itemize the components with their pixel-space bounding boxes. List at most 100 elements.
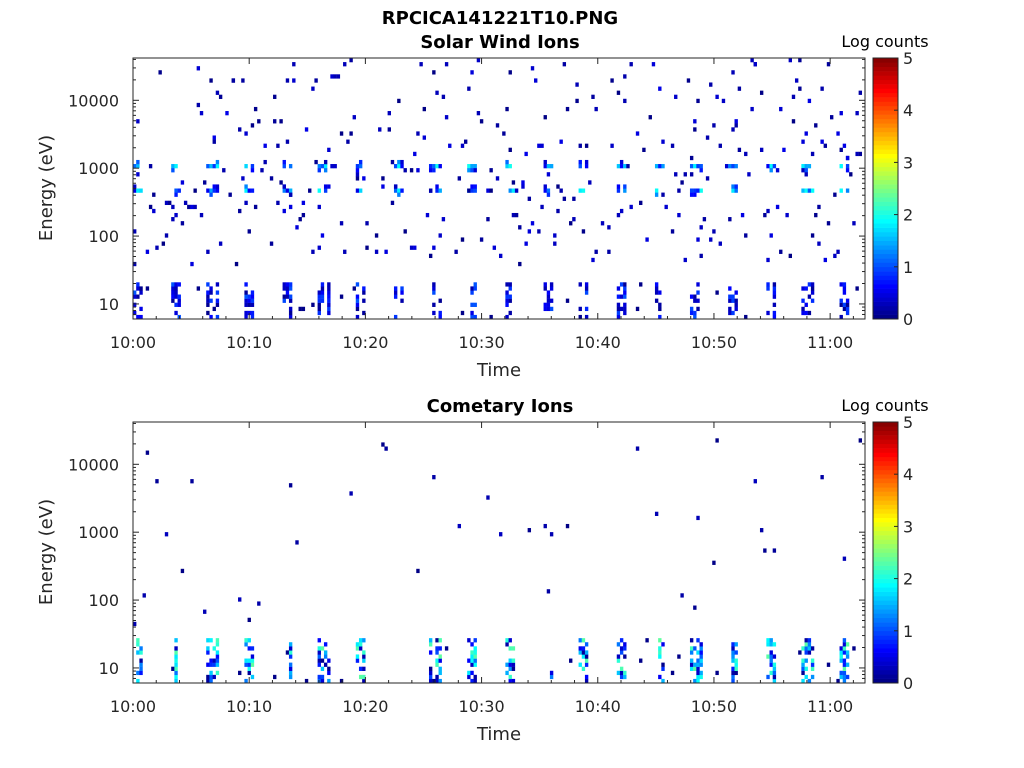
spectrogram-cell [543,159,547,165]
spectrogram-cell [648,115,652,120]
spectrogram-cell [362,658,366,663]
spectrogram-cell [619,650,624,655]
colorbar-segment [873,266,898,272]
spectrogram-cell [470,286,474,291]
spectrogram-cell [438,164,442,169]
colorbar-segment [873,574,898,579]
colorbar-segment [873,600,898,605]
spectrogram-cell [804,172,808,177]
colorbar-tick-label: 4 [903,101,913,120]
colorbar-segment [873,127,898,133]
spectrogram-cell [845,302,850,307]
spectrogram-cell [282,282,286,287]
spectrogram-cell [791,94,796,99]
spectrogram-cell [591,257,595,263]
spectrogram-cell [139,286,143,291]
spectrogram-cell [820,139,824,144]
colorbar-segment [873,88,898,94]
spectrogram-cell [250,646,255,651]
spectrogram-cell [285,294,290,299]
colorbar-segment [873,97,898,102]
spectrogram-cell [355,188,360,193]
spectrogram-cell [282,294,286,299]
spectrogram-cell [623,294,627,299]
spectrogram-cell [288,650,293,655]
colorbar-segment [873,569,898,575]
spectrogram-cell [438,646,442,651]
spectrogram-cell [556,184,560,189]
spectrogram-cell [578,638,582,643]
spectrogram-cell [772,290,777,295]
spectrogram-cell [247,638,251,643]
spectrogram-cell [148,164,153,169]
spectrogram-cell [393,290,398,295]
spectrogram-cell [839,188,843,193]
spectrogram-cell [619,666,624,671]
spectrogram-cell [164,532,169,537]
spectrogram-cell [744,151,748,157]
spectrogram-cell [317,245,321,250]
spectrogram-cell [244,658,248,663]
spectrogram-cell [139,646,143,651]
spectrogram-cell [215,658,220,663]
spectrogram-cell [384,249,388,254]
spectrogram-cell [766,638,770,643]
spectrogram-cell [505,294,509,299]
spectrogram-cell [766,642,770,647]
colorbar-segment [873,201,898,207]
spectrogram-cell [801,310,805,316]
spectrogram-cell [549,674,554,680]
colorbar-tick-label: 4 [903,465,913,484]
spectrogram-cell [473,638,477,643]
spectrogram-cell [623,302,627,307]
spectrogram-cell [285,282,290,287]
spectrogram-cell [470,678,474,684]
spectrogram-cell [842,143,847,148]
colorbar-segment [873,162,898,168]
colorbar-segment [873,543,898,549]
spectrogram-cell [654,282,659,287]
spectrogram-cell [530,66,535,71]
x-tick-label: 10:50 [691,697,737,716]
spectrogram-cell [343,62,347,67]
colorbar-segment [873,249,898,255]
spectrogram-cell [435,678,439,684]
spectrogram-cell [327,147,331,152]
spectrogram-cell [801,662,805,667]
spectrogram-cell [639,200,643,206]
spectrogram-cell [842,650,847,655]
spectrogram-cell [699,253,703,259]
spectrogram-cell [495,176,500,181]
spectrogram-cell [839,302,843,307]
spectrogram-cell [699,654,703,659]
spectrogram-cell [629,62,633,67]
spectrogram-cell [285,650,290,655]
spectrogram-cell [136,119,140,124]
spectrogram-cell [499,532,503,537]
spectrogram-cell [438,310,442,316]
spectrogram-cell [689,658,694,663]
colorbar-segment [873,674,898,679]
spectrogram-cell [807,310,812,316]
spectrogram-cell [400,286,404,291]
spectrogram-cell [190,204,194,210]
colorbar-segment [873,504,898,510]
spectrogram-cell [492,245,497,250]
colorbar-segment [873,635,898,640]
spectrogram-cell [804,666,808,671]
spectrogram-cell [712,123,716,128]
spectrogram-cell [521,180,525,185]
spectrogram-cell [244,638,248,643]
spectrogram-cell [473,314,477,320]
spectrogram-cell [696,662,700,667]
spectrogram-cell [654,286,659,291]
spectrogram-cell [327,290,331,295]
colorbar-segment [873,495,898,501]
spectrogram-cell [473,650,477,655]
spectrogram-cell [753,479,757,484]
colorbar-segment [873,626,898,632]
spectrogram-cell [772,674,777,680]
x-tick-label: 10:30 [459,333,505,352]
spectrogram-cell [737,86,742,91]
spectrogram-cell [234,261,239,267]
